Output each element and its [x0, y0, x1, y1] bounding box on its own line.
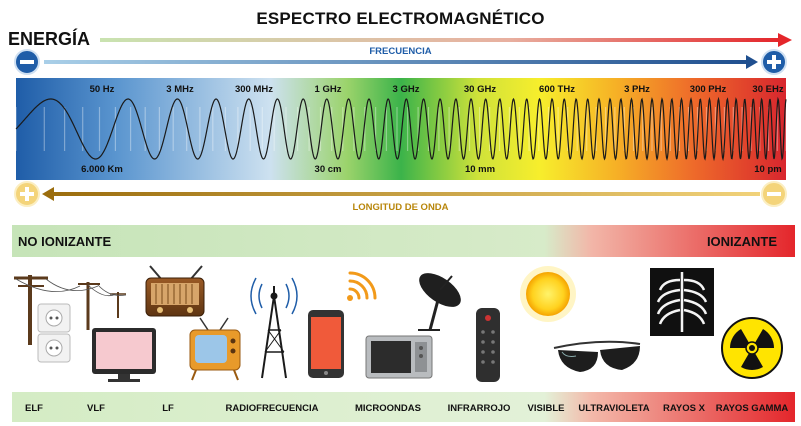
category-label-microwaves: MICROONDAS	[355, 403, 421, 414]
power-line-icon	[14, 275, 127, 345]
energy-label: ENERGÍA	[8, 29, 91, 49]
diagram-title: ESPECTRO ELECTROMAGNÉTICO	[256, 9, 545, 28]
category-label-ultraviolet: ULTRAVIOLETA	[578, 403, 650, 414]
category-label-radiofrequency: RADIOFRECUENCIA	[225, 403, 319, 414]
smartphone-icon	[308, 310, 344, 378]
plus-circle-icon	[14, 181, 40, 207]
frequency-tick-label: 50 Hz	[89, 84, 115, 95]
satellite-dish-icon	[418, 273, 461, 331]
x-ray-icon	[650, 268, 714, 336]
microwave-icon	[365, 335, 433, 379]
frequency-tick-label: 300 PHz	[689, 84, 727, 95]
radio-icon	[145, 265, 205, 317]
frequency-tick-label: 3 MHz	[166, 84, 194, 95]
frequency-tick-label: 1 GHz	[314, 84, 342, 95]
energy-arrow	[100, 33, 792, 47]
wavelength-tick-label: 30 cm	[314, 164, 342, 175]
wavelength-label: LONGITUD DE ONDA	[352, 202, 449, 213]
frequency-tick-label: 3 PHz	[624, 84, 650, 95]
spectrum-band	[16, 78, 786, 180]
minus-circle-icon	[761, 181, 787, 207]
non-ionizing-label: NO IONIZANTE	[18, 234, 112, 249]
category-label-x-rays: RAYOS X	[663, 403, 705, 414]
category-band	[12, 392, 795, 422]
frequency-label: FRECUENCIA	[369, 46, 432, 57]
flat-tv-icon	[92, 328, 156, 382]
category-label-visible: VISIBLE	[527, 403, 565, 414]
sun-icon	[520, 266, 576, 322]
wavelength-arrow	[42, 187, 760, 201]
ionization-band	[12, 225, 795, 257]
category-label-gamma-rays: RAYOS GAMMA	[715, 403, 789, 414]
frequency-arrow	[44, 55, 758, 69]
frequency-tick-label: 30 EHz	[752, 84, 784, 95]
radiation-icon	[721, 317, 783, 379]
sunglasses-icon	[553, 340, 641, 372]
category-label-infrared: INFRARROJO	[447, 403, 511, 414]
wall-socket-icon	[37, 303, 71, 363]
plus-circle-icon	[761, 49, 787, 75]
frequency-tick-label: 600 THz	[539, 84, 575, 95]
category-label-lf: LF	[162, 403, 174, 414]
category-label-vlf: VLF	[87, 403, 105, 414]
frequency-tick-label: 30 GHz	[463, 84, 497, 95]
ionizing-label: IONIZANTE	[706, 234, 777, 249]
vintage-tv-icon	[189, 317, 241, 381]
antenna-tower-icon	[250, 277, 298, 379]
wifi-icon	[347, 271, 377, 301]
frequency-tick-label: 300 MHz	[234, 84, 274, 95]
frequency-tick-label: 3 GHz	[392, 84, 420, 95]
sine-wave	[15, 96, 787, 162]
minus-circle-icon	[14, 49, 40, 75]
wavelength-tick-label: 10 pm	[754, 164, 782, 175]
category-label-elf: ELF	[25, 403, 43, 414]
wavelength-tick-label: 10 mm	[464, 164, 496, 175]
remote-control-icon	[476, 308, 500, 382]
wavelength-tick-label: 6.000 Km	[81, 164, 123, 175]
